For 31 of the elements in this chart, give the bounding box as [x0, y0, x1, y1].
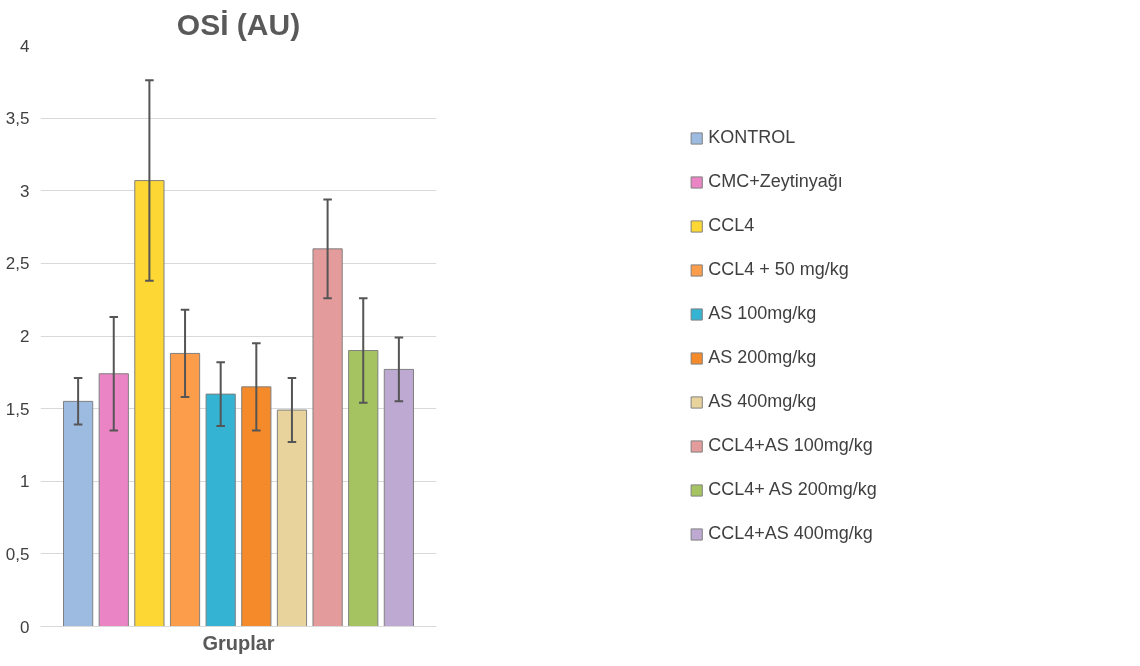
- bar: [169, 352, 201, 627]
- y-tick-label: 1,5: [5, 399, 30, 419]
- y-tick-label: 0: [20, 617, 30, 637]
- y-tick-label: 0,5: [5, 544, 30, 564]
- legend-label: AS 400mg/kg: [708, 390, 817, 413]
- legend-label: CCL4+ AS 200mg/kg: [708, 478, 877, 501]
- bar: [205, 393, 236, 627]
- y-tick-label: 3,5: [5, 109, 30, 129]
- bar: [63, 400, 94, 627]
- y-tick-label: 4: [20, 36, 30, 56]
- bar: [383, 368, 414, 627]
- bar: [134, 180, 165, 627]
- y-tick-label: 2,5: [5, 254, 30, 274]
- bar: [276, 409, 308, 627]
- y-tick-label: 1: [20, 472, 30, 492]
- chart-title: OSİ (AU): [176, 7, 301, 41]
- bar: [241, 386, 272, 627]
- bar: [348, 350, 379, 627]
- bar: [312, 248, 343, 627]
- x-axis-title: Gruplar: [202, 631, 275, 654]
- legend-label: CCL4+AS 100mg/kg: [708, 434, 873, 457]
- legend-label: AS 200mg/kg: [708, 346, 817, 369]
- legend-label: CMC+Zeytinyağı: [708, 170, 843, 193]
- y-tick-label: 3: [20, 181, 30, 201]
- y-tick-label: 2: [20, 327, 30, 346]
- legend-label: CCL4: [708, 214, 755, 237]
- legend-label: AS 100mg/kg: [708, 302, 817, 325]
- legend-label: CCL4 + 50 mg/kg: [708, 258, 849, 281]
- bar: [98, 373, 129, 627]
- legend-label: CCL4+AS 400mg/kg: [708, 522, 873, 545]
- legend-label: KONTROL: [708, 126, 796, 149]
